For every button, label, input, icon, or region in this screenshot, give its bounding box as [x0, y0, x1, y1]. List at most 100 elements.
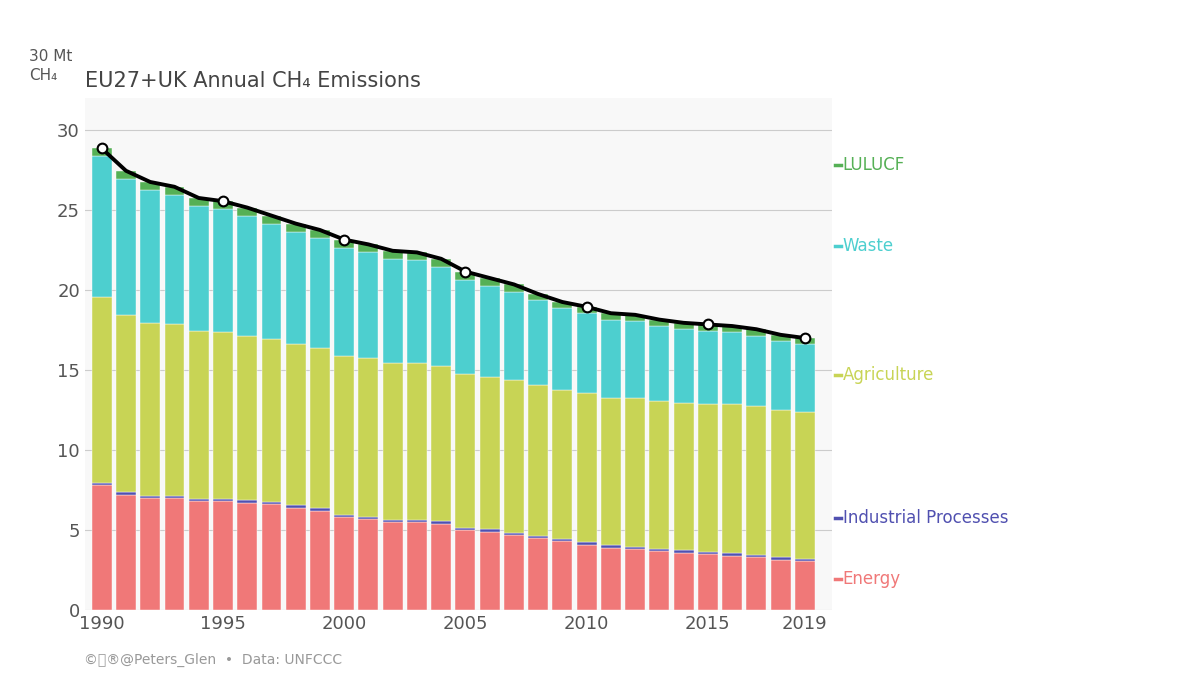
Bar: [601, 320, 620, 398]
Text: 30 Mt
CH₄: 30 Mt CH₄: [29, 49, 72, 82]
Bar: [383, 259, 403, 363]
Bar: [528, 300, 548, 385]
Bar: [698, 404, 718, 551]
Bar: [577, 313, 596, 394]
Bar: [746, 555, 767, 558]
Bar: [91, 297, 112, 483]
Bar: [335, 515, 354, 517]
Bar: [116, 179, 136, 315]
Bar: [188, 331, 209, 499]
Bar: [649, 401, 670, 549]
Bar: [552, 302, 572, 308]
Bar: [673, 553, 694, 610]
Bar: [480, 529, 499, 532]
Bar: [214, 332, 233, 499]
Bar: [359, 252, 378, 358]
Bar: [116, 495, 136, 610]
Bar: [649, 320, 670, 326]
Bar: [359, 519, 378, 610]
Bar: [698, 325, 718, 331]
Bar: [140, 323, 160, 495]
Bar: [601, 313, 620, 320]
Bar: [528, 385, 548, 536]
Bar: [770, 335, 791, 342]
Bar: [625, 398, 646, 547]
Bar: [188, 198, 209, 206]
Bar: [770, 558, 791, 560]
Bar: [577, 542, 596, 545]
Bar: [335, 248, 354, 356]
Bar: [140, 182, 160, 190]
Bar: [601, 545, 620, 547]
Bar: [164, 498, 185, 610]
Bar: [335, 517, 354, 610]
Bar: [164, 195, 185, 325]
Bar: [528, 294, 548, 300]
Bar: [794, 338, 815, 344]
Bar: [698, 551, 718, 554]
Bar: [746, 558, 767, 610]
Bar: [431, 524, 451, 610]
Bar: [310, 348, 330, 508]
Bar: [116, 171, 136, 179]
Bar: [673, 403, 694, 550]
Bar: [625, 547, 646, 549]
Bar: [625, 315, 646, 321]
Bar: [164, 325, 185, 495]
Bar: [552, 541, 572, 610]
Bar: [722, 326, 742, 332]
Bar: [431, 267, 451, 366]
Text: LULUCF: LULUCF: [842, 155, 905, 173]
Bar: [262, 339, 281, 502]
Bar: [238, 335, 257, 500]
Text: Agriculture: Agriculture: [842, 366, 934, 383]
Bar: [310, 238, 330, 348]
Bar: [262, 223, 281, 339]
Bar: [794, 559, 815, 562]
Bar: [480, 532, 499, 610]
Bar: [698, 331, 718, 404]
Bar: [552, 308, 572, 390]
Bar: [164, 187, 185, 195]
Bar: [673, 550, 694, 553]
Bar: [286, 232, 306, 344]
Bar: [456, 528, 475, 530]
Text: EU27+UK Annual CH₄ Emissions: EU27+UK Annual CH₄ Emissions: [85, 71, 421, 91]
Bar: [407, 363, 427, 520]
Bar: [359, 358, 378, 516]
Bar: [577, 394, 596, 542]
Bar: [552, 390, 572, 539]
Bar: [116, 315, 136, 493]
Bar: [140, 190, 160, 323]
Bar: [431, 366, 451, 521]
Bar: [673, 329, 694, 403]
Bar: [91, 148, 112, 157]
Bar: [238, 503, 257, 610]
Bar: [480, 377, 499, 529]
Bar: [407, 261, 427, 363]
Bar: [528, 538, 548, 610]
Bar: [188, 502, 209, 610]
Bar: [770, 410, 791, 558]
Bar: [722, 332, 742, 404]
Bar: [286, 223, 306, 232]
Bar: [383, 363, 403, 520]
Bar: [504, 292, 524, 381]
Bar: [746, 329, 767, 335]
Bar: [383, 251, 403, 259]
Bar: [407, 520, 427, 522]
Bar: [310, 230, 330, 238]
Bar: [116, 493, 136, 495]
Bar: [140, 498, 160, 610]
Bar: [383, 520, 403, 522]
Bar: [794, 412, 815, 559]
Bar: [794, 562, 815, 610]
Bar: [286, 506, 306, 508]
Text: ©Ⓜ®@Peters_Glen  •  Data: UNFCCC: ©Ⓜ®@Peters_Glen • Data: UNFCCC: [84, 653, 342, 667]
Text: Energy: Energy: [842, 570, 901, 589]
Bar: [262, 502, 281, 504]
Bar: [310, 508, 330, 511]
Bar: [577, 307, 596, 313]
Bar: [359, 244, 378, 252]
Bar: [456, 374, 475, 528]
